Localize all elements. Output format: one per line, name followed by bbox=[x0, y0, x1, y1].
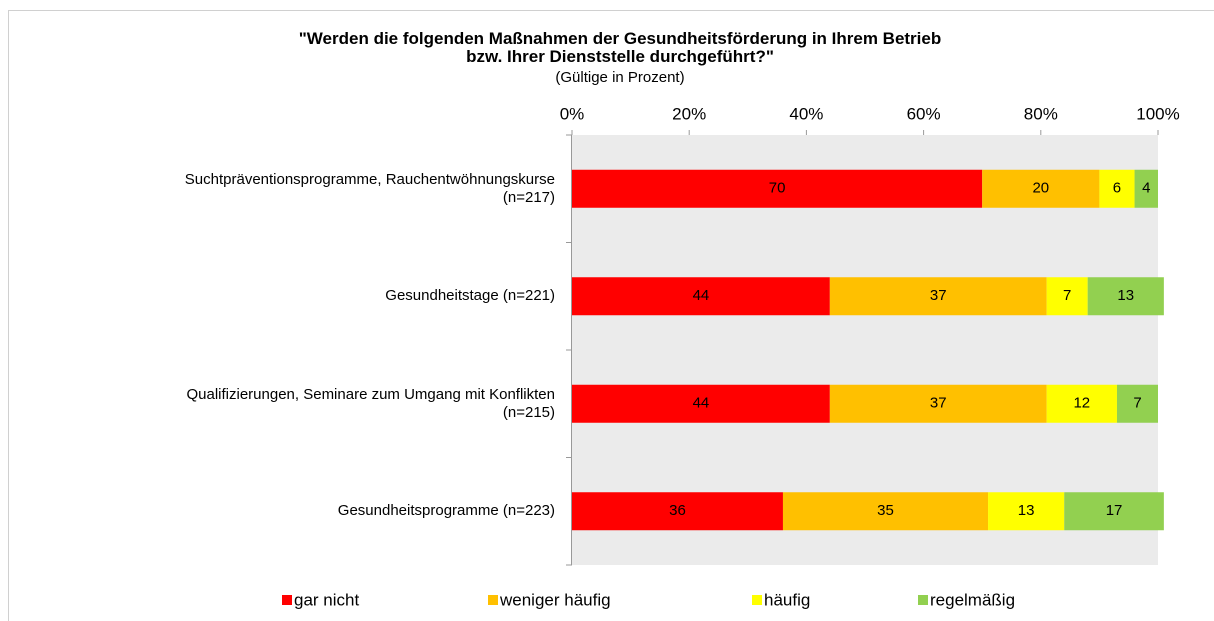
bar-segment bbox=[988, 492, 1065, 531]
y-tick-label: Suchtpräventionsprogramme, Rauchentwöhnu… bbox=[185, 171, 555, 206]
bar-segment bbox=[1099, 169, 1135, 208]
data-label: 20 bbox=[1032, 180, 1049, 197]
x-tick-label: 100% bbox=[1136, 104, 1179, 123]
data-label: 37 bbox=[930, 287, 947, 304]
data-label: 44 bbox=[693, 395, 710, 412]
y-tick-label: Qualifizierungen, Seminare zum Umgang mi… bbox=[186, 386, 555, 421]
bar-segment bbox=[1116, 384, 1158, 423]
chart-title: "Werden die folgenden Maßnahmen der Gesu… bbox=[299, 29, 942, 66]
data-label: 70 bbox=[769, 180, 786, 197]
data-label: 7 bbox=[1063, 287, 1071, 304]
y-tick-label: Gesundheitstage (n=221) bbox=[385, 287, 555, 304]
x-tick-label: 20% bbox=[672, 104, 706, 123]
data-label: 37 bbox=[930, 395, 947, 412]
chart-subtitle: (Gültige in Prozent) bbox=[555, 69, 684, 86]
bar-segment bbox=[572, 277, 830, 316]
data-label: 44 bbox=[693, 287, 710, 304]
bar-segment bbox=[572, 492, 783, 531]
bar-segment bbox=[782, 492, 989, 531]
legend-swatch bbox=[918, 595, 928, 605]
data-label: 4 bbox=[1142, 180, 1150, 197]
legend-swatch bbox=[752, 595, 762, 605]
data-label: 13 bbox=[1018, 502, 1035, 519]
data-label: 17 bbox=[1106, 502, 1123, 519]
bar-segment bbox=[1064, 492, 1164, 531]
legend-swatch bbox=[282, 595, 292, 605]
legend-label: häufig bbox=[764, 590, 810, 609]
bar-segment bbox=[1087, 277, 1164, 316]
bar-segment bbox=[1134, 169, 1158, 208]
data-label: 7 bbox=[1133, 395, 1141, 412]
x-tick-label: 60% bbox=[907, 104, 941, 123]
data-label: 35 bbox=[877, 502, 894, 519]
legend-label: weniger häufig bbox=[499, 590, 611, 609]
y-tick-label: Gesundheitsprogramme (n=223) bbox=[338, 502, 555, 519]
bar-segment bbox=[572, 169, 983, 208]
bar-segment bbox=[1046, 384, 1117, 423]
x-tick-label: 40% bbox=[789, 104, 823, 123]
bar-segment bbox=[572, 384, 830, 423]
legend-swatch bbox=[488, 595, 498, 605]
legend-label: regelmäßig bbox=[930, 590, 1015, 609]
bar-segment bbox=[829, 277, 1047, 316]
data-label: 36 bbox=[669, 502, 686, 519]
data-label: 6 bbox=[1113, 180, 1121, 197]
x-tick-label: 80% bbox=[1024, 104, 1058, 123]
legend-label: gar nicht bbox=[294, 590, 359, 609]
bar-segment bbox=[1046, 277, 1088, 316]
data-label: 12 bbox=[1073, 395, 1090, 412]
bar-segment bbox=[982, 169, 1100, 208]
data-label: 13 bbox=[1117, 287, 1134, 304]
x-tick-label: 0% bbox=[560, 104, 585, 123]
bar-segment bbox=[829, 384, 1047, 423]
